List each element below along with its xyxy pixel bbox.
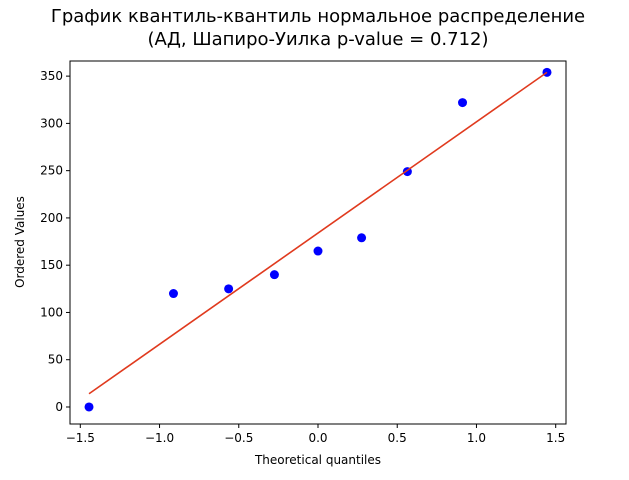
x-tick-label: 0.5 bbox=[388, 431, 407, 445]
x-tick-label: −1.0 bbox=[145, 431, 174, 445]
point bbox=[269, 270, 279, 280]
x-tick-label: 1.0 bbox=[467, 431, 486, 445]
point bbox=[458, 98, 468, 108]
point bbox=[168, 289, 178, 299]
chart-title: (АД, Шапиро-Уилка p-value = 0.712) bbox=[148, 29, 489, 50]
point bbox=[84, 402, 94, 412]
y-tick-label: 100 bbox=[40, 305, 63, 319]
point bbox=[357, 233, 367, 243]
y-tick-label: 150 bbox=[40, 258, 63, 272]
y-axis-label: Ordered Values bbox=[13, 196, 27, 288]
x-tick-label: −1.5 bbox=[66, 431, 95, 445]
x-tick-label: −0.5 bbox=[224, 431, 253, 445]
chart-title: График квантиль-квантиль нормальное расп… bbox=[51, 6, 585, 27]
y-tick-label: 50 bbox=[48, 353, 63, 367]
x-tick-label: 1.5 bbox=[546, 431, 565, 445]
y-tick-label: 350 bbox=[40, 69, 63, 83]
x-tick-label: 0.0 bbox=[308, 431, 327, 445]
y-tick-label: 0 bbox=[55, 400, 63, 414]
point bbox=[313, 246, 323, 256]
x-axis-label: Theoretical quantiles bbox=[254, 453, 381, 467]
axes-frame bbox=[69, 60, 567, 425]
y-tick-label: 300 bbox=[40, 116, 63, 130]
y-tick-label: 200 bbox=[40, 211, 63, 225]
y-tick-label: 250 bbox=[40, 164, 63, 178]
fit-line bbox=[88, 71, 548, 395]
point bbox=[224, 284, 234, 294]
